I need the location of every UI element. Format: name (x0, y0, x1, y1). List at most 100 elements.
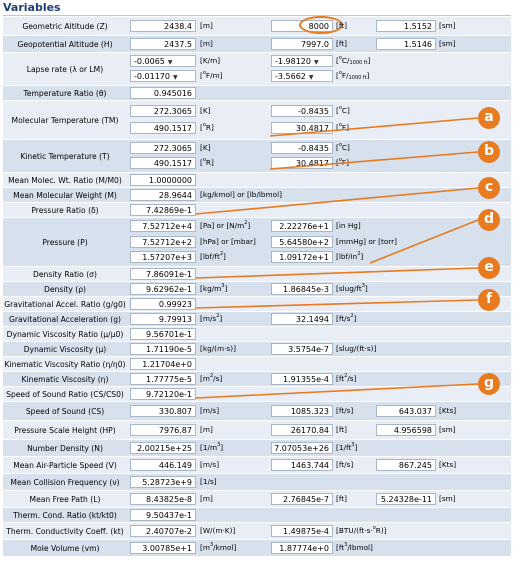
unit-label: [ft] (336, 494, 347, 503)
value-field[interactable]: 2.76845e-7 (271, 493, 333, 505)
unit-label: [m/s] (200, 460, 220, 469)
row-mean-molecular-weight-m: Mean Molecular Weight (M) 28.9644 [kg/kmol… (3, 188, 511, 203)
panel-title: Variables (3, 1, 511, 16)
value-field[interactable]: 643.037 (376, 405, 436, 417)
dropdown-field[interactable]: -0.01170 ▼ (130, 70, 196, 82)
value-field[interactable]: 32.1494 (271, 313, 333, 325)
unit-label: [K/m] (200, 56, 221, 65)
value-field[interactable]: 0.945016 (130, 87, 196, 99)
value-field[interactable]: 2438.4 (130, 20, 196, 32)
value-field[interactable]: 1.09172e+1 (271, 251, 333, 263)
unit-label: [lbf/in2] (336, 251, 364, 262)
row-dynamic-viscosity-ratio-0: Dynamic Viscosity Ratio (μ/μ0) 9.56701e-1 (3, 327, 511, 342)
value-text: -3.5662 (275, 72, 306, 81)
row-geometric-altitude-z: Geometric Altitude (Z) 2438.4 [m] 8000 [ft] 1… (3, 16, 511, 36)
value-field[interactable]: 7.86091e-1 (130, 268, 196, 280)
value-field[interactable]: 7.07053e+26 (271, 442, 333, 454)
value-field[interactable]: 5.24328e-11 (376, 493, 436, 505)
value-field[interactable]: -0.8435 (271, 142, 333, 154)
value-field[interactable]: 7.42869e-1 (130, 204, 196, 216)
value-field[interactable]: 2.40707e-2 (130, 525, 196, 537)
value-field[interactable]: 28.9644 (130, 189, 196, 201)
value-field[interactable]: 9.79913 (130, 313, 196, 325)
callout-badge: f (478, 289, 500, 311)
unit-label: [1/ft3] (336, 442, 358, 453)
value-field[interactable]: 330.807 (130, 405, 196, 417)
value-field[interactable]: 272.3065 (130, 142, 196, 154)
chevron-down-icon[interactable]: ▼ (313, 59, 319, 66)
value-field[interactable]: 9.56701e-1 (130, 328, 196, 340)
row-mean-free-path-l: Mean Free Path (L) 8.43825e-8 [m] 2.76845e-… (3, 491, 511, 508)
value-field[interactable]: 1.5146 (376, 38, 436, 50)
value-field[interactable]: 4.956598 (376, 424, 436, 436)
value-field[interactable]: 490.1517 (130, 122, 196, 134)
unit-label: [oR] (200, 122, 214, 133)
value-field[interactable]: 867.245 (376, 459, 436, 471)
dropdown-field[interactable]: -0.0065 ▼ (130, 55, 196, 67)
row-label: Pressure Scale Height (HP) (14, 425, 116, 435)
value-field[interactable]: 1.71190e-5 (130, 343, 196, 355)
value-field[interactable]: 5.28723e+9 (130, 476, 196, 488)
unit-label: [kg/kmol] or [lb/lbmol] (200, 190, 283, 199)
chevron-down-icon[interactable]: ▼ (167, 59, 173, 66)
value-field[interactable]: 1.86845e-3 (271, 283, 333, 295)
callout-line (195, 187, 479, 215)
value-field[interactable]: 1.21704e+0 (130, 358, 196, 370)
row-mole-volume-vm: Mole Volume (vm) 3.00785e+1 [m3/kmol] 1.877… (3, 540, 511, 557)
chevron-down-icon[interactable]: ▼ (308, 74, 314, 81)
unit-label: [sm] (439, 39, 456, 48)
unit-label: [ft/s2] (336, 313, 357, 324)
value-field[interactable]: 1.91355e-4 (271, 373, 333, 385)
value-field[interactable]: 7.52712e+2 (130, 236, 196, 248)
value-field[interactable]: 1.5152 (376, 20, 436, 32)
value-field[interactable]: 1.77775e-5 (130, 373, 196, 385)
dropdown-field[interactable]: -1.98120 ▼ (271, 55, 333, 67)
unit-label: [sm] (439, 425, 456, 434)
value-field[interactable]: 26170.84 (271, 424, 333, 436)
value-field[interactable]: 3.5754e-7 (271, 343, 333, 355)
unit-label: [m] (200, 494, 213, 503)
callout-line (269, 151, 479, 170)
value-field[interactable]: 2.00215e+25 (130, 442, 196, 454)
row-label: Mean Molec. Wt. Ratio (M/M0) (8, 175, 122, 185)
value-field[interactable]: 2.22276e+1 (271, 220, 333, 232)
row-label: Number Density (N) (27, 443, 103, 453)
chevron-down-icon[interactable]: ▼ (172, 74, 178, 81)
row-label: Speed of Sound (CS) (25, 406, 105, 416)
value-field[interactable]: 0.99923 (130, 298, 196, 310)
value-field[interactable]: 7997.0 (271, 38, 333, 50)
value-field[interactable]: 9.50437e-1 (130, 509, 196, 521)
value-field[interactable]: 1.57207e+3 (130, 251, 196, 263)
value-field[interactable]: 490.1517 (130, 157, 196, 169)
value-field[interactable]: 9.72120e-1 (130, 388, 196, 400)
row-label: Mean Collision Frequency (ν) (10, 477, 120, 487)
value-field[interactable]: 1463.744 (271, 459, 333, 471)
value-field[interactable]: 1.0000000 (130, 174, 196, 186)
unit-label: [ft] (336, 425, 347, 434)
row-mean-molec-wt-ratio-m-m0: Mean Molec. Wt. Ratio (M/M0) 1.0000000 (3, 173, 511, 188)
callout-line (195, 299, 479, 309)
value-field[interactable]: 446.149 (130, 459, 196, 471)
row-label: Pressure (P) (42, 237, 88, 247)
row-label: Density Ratio (σ) (33, 269, 97, 279)
value-field[interactable]: 3.00785e+1 (130, 542, 196, 554)
value-field[interactable]: 5.64580e+2 (271, 236, 333, 248)
value-field[interactable]: 7976.87 (130, 424, 196, 436)
value-field[interactable]: 272.3065 (130, 105, 196, 117)
value-text: -1.98120 (275, 57, 311, 66)
value-field[interactable]: 30.4817 (271, 157, 333, 169)
value-field[interactable]: 7.52712e+4 (130, 220, 196, 232)
row-label: Geopotential Altitude (H) (17, 39, 113, 49)
value-field[interactable]: 1.49875e-4 (271, 525, 333, 537)
value-field[interactable]: -0.8435 (271, 105, 333, 117)
value-field[interactable]: 2437.5 (130, 38, 196, 50)
value-field[interactable]: 1085.323 (271, 405, 333, 417)
value-field[interactable]: 9.62962e-1 (130, 283, 196, 295)
dropdown-field[interactable]: -3.5662 ▼ (271, 70, 333, 82)
unit-label: [ft/s] (336, 460, 354, 469)
row-label: Pressure Ratio (δ) (31, 205, 99, 215)
unit-label: [m] (200, 425, 213, 434)
value-field[interactable]: 1.87774e+0 (271, 542, 333, 554)
unit-label: [Pa] or [N/m2] (200, 220, 251, 231)
value-field[interactable]: 8.43825e-8 (130, 493, 196, 505)
